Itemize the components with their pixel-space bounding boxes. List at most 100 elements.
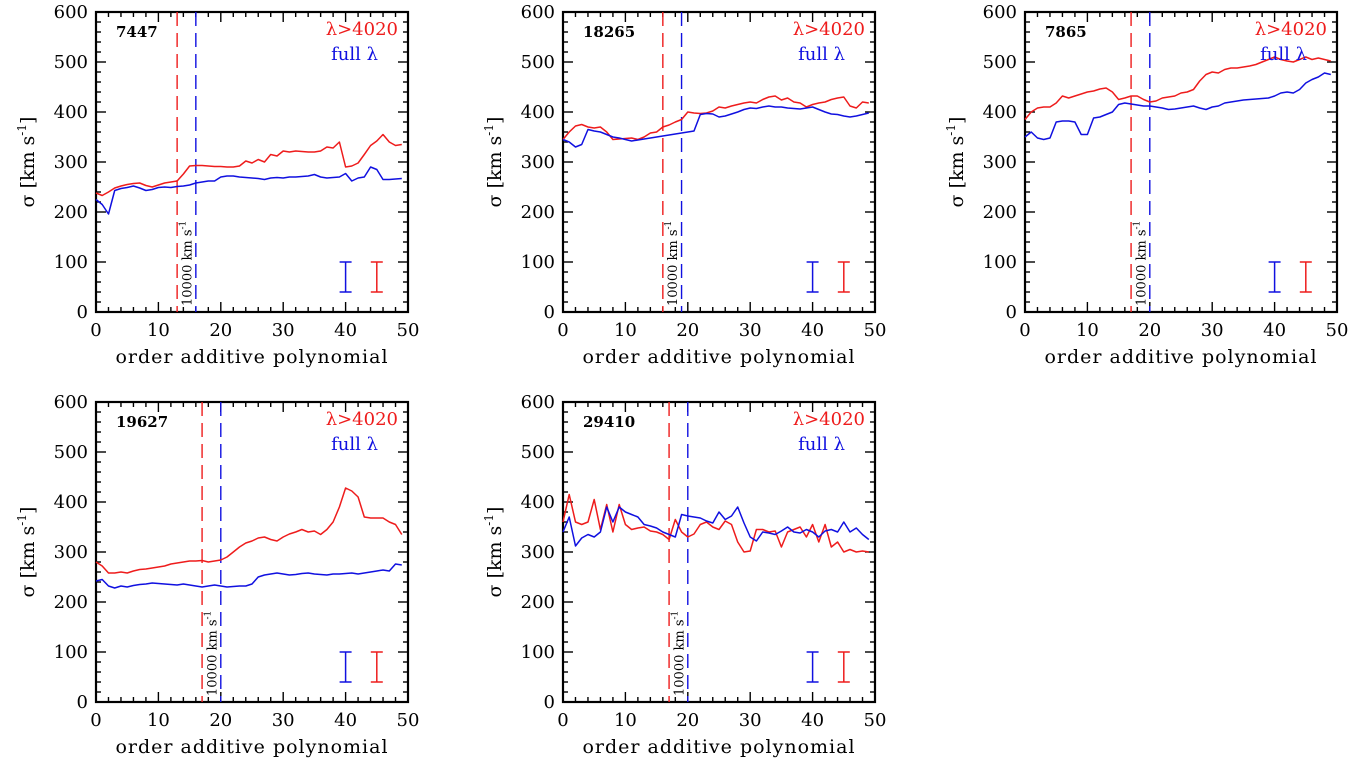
x-tick-label: 20 [209, 320, 232, 341]
legend-red: λ>4020 [326, 19, 398, 40]
y-axis-label: σ [km s-1] [482, 117, 506, 208]
y-tick-label: 600 [521, 392, 555, 413]
y-tick-label: 600 [54, 392, 88, 413]
legend-blue: full λ [798, 44, 845, 65]
series-line-blue [1024, 72, 1331, 141]
x-axis-label: order additive polynomial [582, 346, 855, 368]
x-tick-label: 50 [1326, 320, 1349, 341]
series-line-red [562, 493, 869, 553]
y-tick-label: 400 [54, 102, 88, 123]
y-tick-label: 100 [521, 642, 555, 663]
x-tick-label: 20 [676, 710, 699, 731]
panel-id-label: 7447 [116, 23, 158, 41]
legend-red: λ>4020 [793, 409, 865, 430]
y-tick-label: 400 [983, 102, 1017, 123]
series-line-red [1024, 56, 1331, 120]
y-tick-label: 600 [521, 2, 555, 23]
x-tick-label: 0 [90, 320, 101, 341]
y-tick-label: 300 [54, 152, 88, 173]
legend-blue: full λ [331, 44, 378, 65]
x-tick-label: 50 [397, 710, 420, 731]
y-tick-label: 0 [544, 692, 555, 713]
series-line-blue [562, 506, 870, 547]
legend-red: λ>4020 [793, 19, 865, 40]
legend-blue: full λ [798, 434, 845, 455]
x-tick-label: 0 [90, 710, 101, 731]
y-tick-label: 500 [54, 52, 88, 73]
x-tick-label: 10 [1076, 320, 1099, 341]
series-line-blue [95, 166, 402, 215]
y-tick-label: 200 [983, 202, 1017, 223]
x-tick-label: 20 [209, 710, 232, 731]
x-tick-label: 10 [147, 320, 170, 341]
y-tick-label: 500 [521, 442, 555, 463]
vline-label: 10000 km s-1 [664, 221, 681, 306]
x-tick-label: 30 [739, 710, 762, 731]
y-tick-label: 0 [544, 302, 555, 323]
panel-id-label: 7865 [1045, 23, 1087, 41]
y-tick-label: 0 [77, 302, 88, 323]
y-tick-label: 500 [983, 52, 1017, 73]
y-tick-label: 300 [521, 542, 555, 563]
legend-blue: full λ [331, 434, 378, 455]
y-tick-label: 100 [54, 252, 88, 273]
y-tick-label: 500 [54, 442, 88, 463]
series-line-red [562, 95, 869, 141]
y-tick-label: 300 [983, 152, 1017, 173]
y-tick-label: 600 [983, 2, 1017, 23]
legend-red: λ>4020 [326, 409, 398, 430]
x-tick-label: 30 [1201, 320, 1224, 341]
x-axis-label: order additive polynomial [115, 736, 388, 758]
x-tick-label: 40 [801, 710, 824, 731]
x-tick-label: 20 [676, 320, 699, 341]
legend-red: λ>4020 [1255, 19, 1327, 40]
x-tick-label: 40 [334, 710, 357, 731]
y-tick-label: 300 [54, 542, 88, 563]
y-tick-label: 500 [521, 52, 555, 73]
series-line-red [95, 487, 403, 574]
y-tick-label: 100 [54, 642, 88, 663]
series-line-blue [562, 105, 869, 148]
panel-id-label: 29410 [583, 413, 635, 431]
panel-id-label: 18265 [583, 23, 635, 41]
x-tick-label: 0 [1019, 320, 1030, 341]
series-line-blue [95, 563, 402, 589]
x-tick-label: 40 [801, 320, 824, 341]
y-tick-label: 200 [54, 592, 88, 613]
y-tick-label: 600 [54, 2, 88, 23]
series-line-red [95, 133, 402, 197]
vline-label: 10000 km s-1 [203, 611, 220, 696]
legend-blue: full λ [1260, 44, 1307, 65]
x-axis-label: order additive polynomial [1044, 346, 1317, 368]
y-tick-label: 400 [521, 492, 555, 513]
y-tick-label: 100 [521, 252, 555, 273]
y-tick-label: 100 [983, 252, 1017, 273]
x-tick-label: 40 [334, 320, 357, 341]
x-tick-label: 30 [739, 320, 762, 341]
y-tick-label: 200 [54, 202, 88, 223]
y-tick-label: 0 [1006, 302, 1017, 323]
x-tick-label: 10 [147, 710, 170, 731]
y-tick-label: 200 [521, 592, 555, 613]
x-tick-label: 10 [614, 320, 637, 341]
x-tick-label: 30 [272, 710, 295, 731]
x-axis-label: order additive polynomial [582, 736, 855, 758]
x-tick-label: 40 [1263, 320, 1286, 341]
x-tick-label: 50 [864, 710, 887, 731]
vline-label: 10000 km s-1 [178, 221, 195, 306]
y-axis-label: σ [km s-1] [15, 507, 39, 598]
x-tick-label: 0 [557, 320, 568, 341]
vline-label: 10000 km s-1 [1132, 221, 1149, 306]
y-tick-label: 400 [54, 492, 88, 513]
y-tick-label: 400 [521, 102, 555, 123]
y-axis-label: σ [km s-1] [944, 117, 968, 208]
y-tick-label: 0 [77, 692, 88, 713]
x-axis-label: order additive polynomial [115, 346, 388, 368]
x-tick-label: 30 [272, 320, 295, 341]
x-tick-label: 50 [397, 320, 420, 341]
